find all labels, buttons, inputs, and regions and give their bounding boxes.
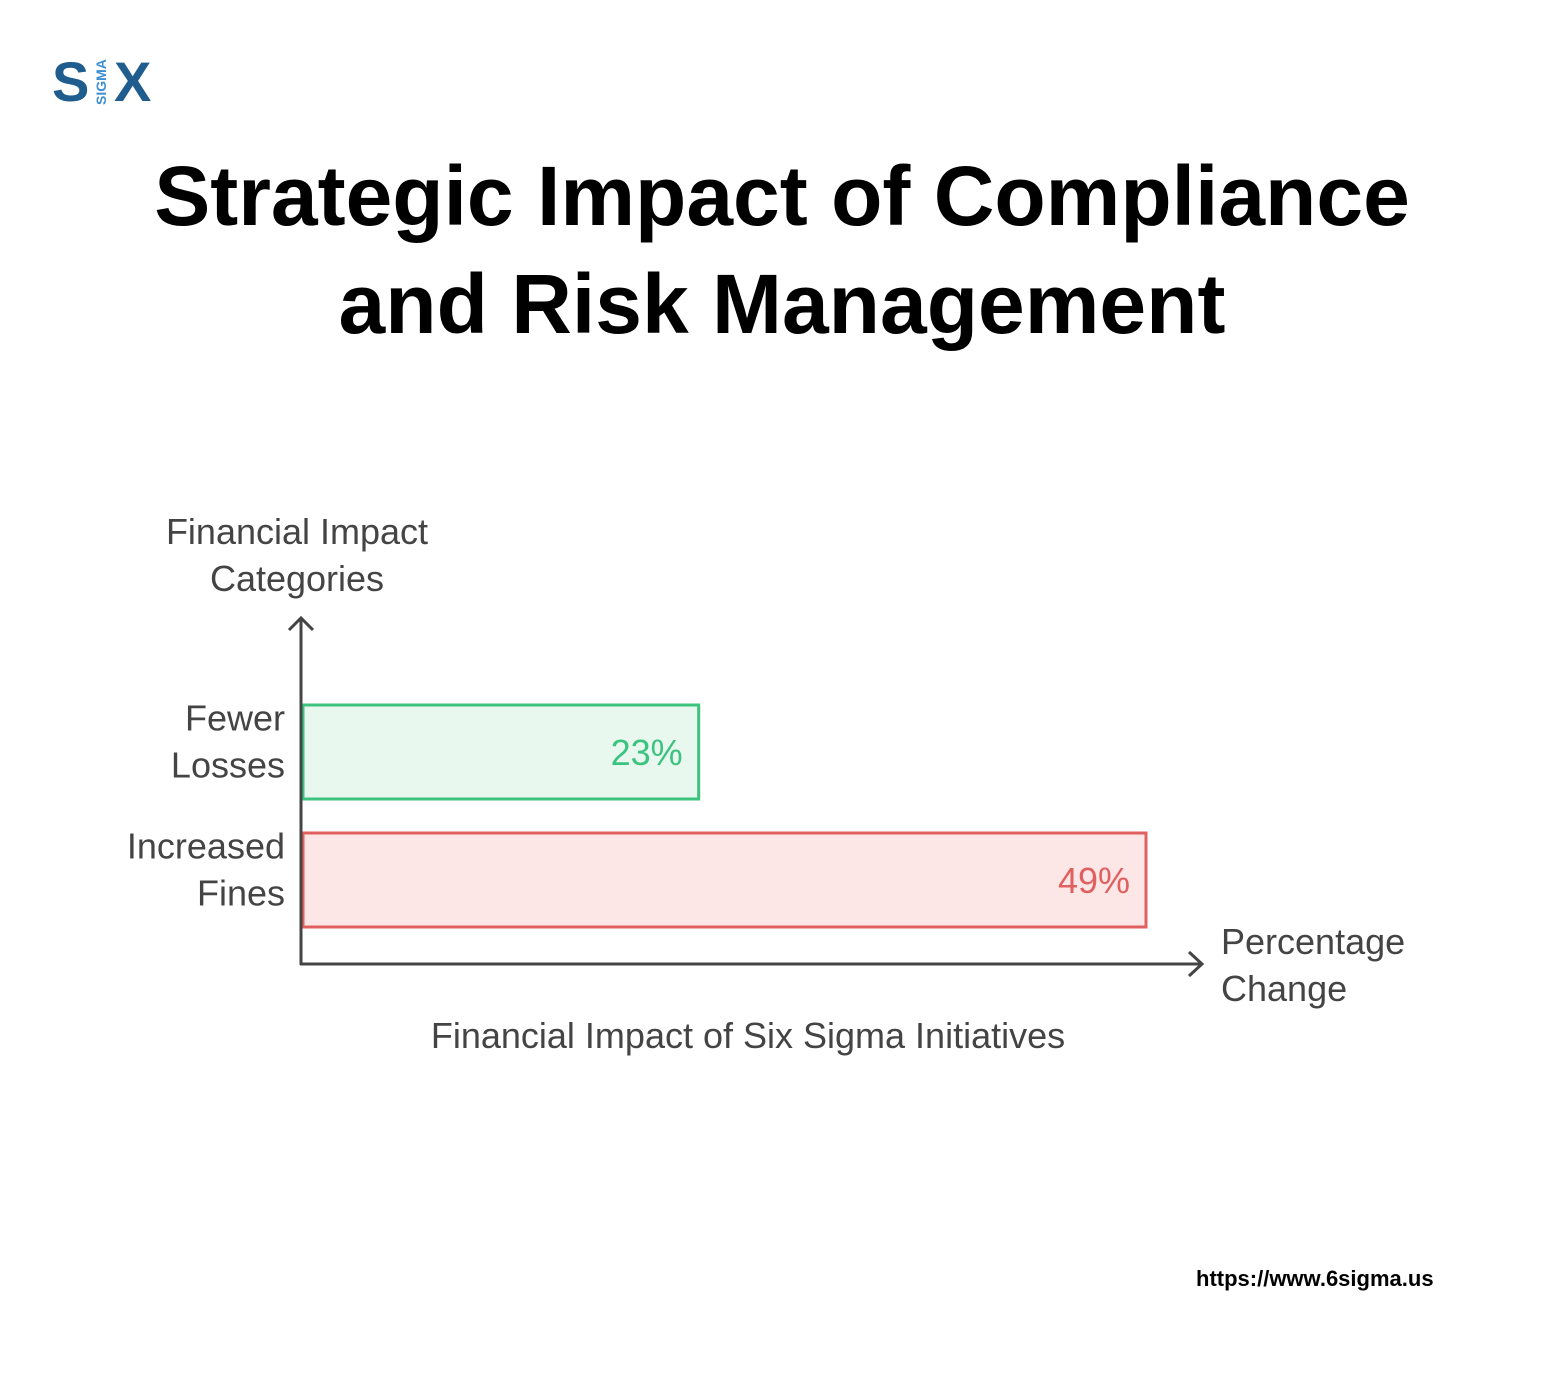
six-sigma-logo: S SIGMA X [52, 52, 164, 112]
title-line-2: and Risk Management [338, 257, 1226, 351]
y-axis-label-line-1: Financial Impact [166, 511, 428, 552]
bars-group: 23% Fewer Losses 49% Increased Fines [127, 698, 1148, 929]
x-axis-label: Percentage Change [1221, 921, 1405, 1009]
y-axis-label-line-2: Categories [210, 558, 384, 599]
y-axis-arrow-icon [287, 615, 315, 632]
category-label-1-line-1: Fines [197, 873, 285, 914]
chart-caption: Financial Impact of Six Sigma Initiative… [431, 1015, 1065, 1056]
category-label-0-line-0: Fewer [185, 698, 285, 739]
title-line-1: Strategic Impact of Compliance [154, 149, 1410, 243]
category-label-1-line-0: Increased [127, 826, 285, 867]
logo-letter-x: X [114, 50, 152, 113]
y-axis [287, 615, 315, 965]
bar-1 [301, 831, 1148, 929]
bar-value-label-0: 23% [611, 732, 683, 773]
x-axis-label-line-2: Change [1221, 968, 1347, 1009]
x-axis [300, 950, 1205, 978]
x-axis-label-line-1: Percentage [1221, 921, 1405, 962]
bar-0 [301, 703, 701, 801]
page-title: Strategic Impact of Compliance and Risk … [0, 142, 1564, 358]
footer-url[interactable]: https://www.6sigma.us [1196, 1266, 1434, 1291]
x-axis-arrow-icon [1187, 950, 1205, 978]
y-axis-label: Financial Impact Categories [166, 511, 428, 599]
category-label-0-line-1: Losses [171, 745, 285, 786]
logo-letter-s: S [52, 50, 90, 113]
bar-value-label-1: 49% [1058, 860, 1130, 901]
